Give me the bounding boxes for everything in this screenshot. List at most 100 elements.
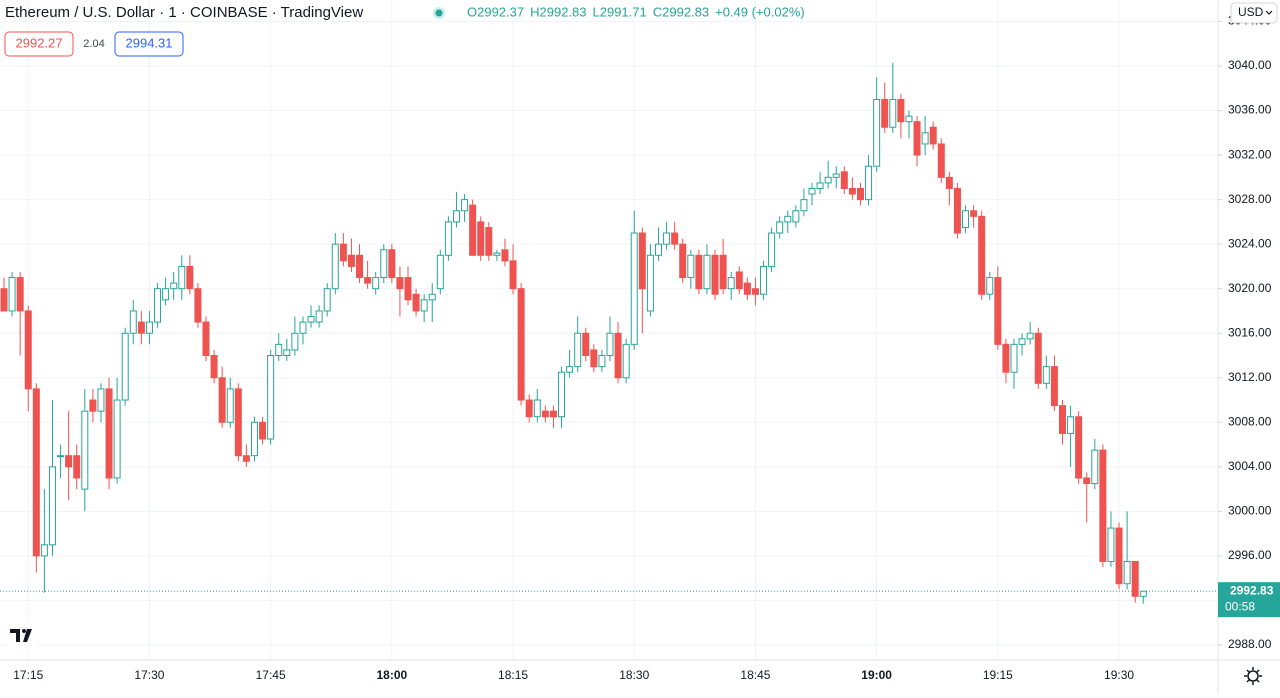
y-tick-label: 3008.00	[1228, 414, 1272, 428]
candle-body	[1042, 366, 1050, 384]
candle-body	[250, 421, 258, 457]
candle-body	[186, 265, 194, 290]
candle-body	[452, 210, 460, 223]
candle-body	[1107, 527, 1115, 562]
candle-body	[105, 388, 113, 479]
candle-body	[461, 199, 469, 212]
candle-body	[808, 187, 816, 195]
x-tick-label: 17:30	[134, 668, 164, 682]
gear-ring	[1247, 670, 1259, 682]
candle-body	[97, 388, 105, 412]
candle-body	[509, 260, 517, 290]
y-tick-label: 3016.00	[1228, 325, 1272, 339]
candle-body	[493, 252, 501, 256]
candle-body	[768, 232, 776, 267]
candle-body	[824, 176, 832, 184]
candle-body	[711, 254, 719, 295]
candle-body	[65, 455, 73, 468]
candle-body	[57, 455, 65, 458]
legend-value: L2991.71	[593, 4, 647, 19]
sell-box[interactable]	[4, 31, 74, 57]
candle-body	[16, 277, 24, 312]
currency-button[interactable]	[1230, 2, 1278, 24]
candle-body	[727, 277, 735, 290]
candle-body	[299, 321, 307, 334]
candle-body	[937, 143, 945, 178]
candle-body	[856, 187, 864, 201]
candles	[0, 62, 1147, 604]
candle-body	[121, 332, 129, 401]
candle-body	[137, 321, 145, 334]
candle-body	[1139, 590, 1147, 597]
candle-body	[994, 277, 1002, 345]
candle-body	[347, 254, 355, 267]
currency-label: USD	[1238, 5, 1264, 19]
buy-box[interactable]	[114, 31, 184, 57]
candle-body	[40, 544, 48, 557]
logo-bg	[5, 619, 39, 653]
candle-body	[905, 115, 913, 123]
x-tick-label: 18:00	[376, 668, 407, 682]
x-tick-label: 18:30	[619, 668, 649, 682]
sell-price: 2992.27	[16, 35, 63, 50]
settings-icon[interactable]	[1244, 667, 1262, 685]
candle-body	[81, 410, 89, 490]
last-price-label: 2992.83	[1230, 583, 1274, 597]
candle-body	[388, 249, 396, 279]
candle-body	[145, 321, 153, 334]
candle-body	[671, 232, 679, 245]
candle-body	[420, 299, 428, 312]
candle-body	[558, 371, 566, 418]
logo-dot	[22, 629, 26, 633]
candle-body	[1018, 338, 1026, 345]
candle-body	[364, 277, 372, 284]
candle-body	[590, 349, 598, 368]
y-tick-label: 3028.00	[1228, 192, 1272, 206]
x-tick-label: 17:15	[13, 668, 43, 682]
candle-body	[404, 277, 412, 301]
countdown: 00:58	[1225, 599, 1255, 613]
currency-caret	[1265, 10, 1273, 15]
x-tick-label: 17:45	[256, 668, 286, 682]
candle-body	[89, 399, 97, 412]
logo-mark	[10, 629, 32, 642]
candle-body	[210, 354, 218, 379]
candle-body	[1075, 416, 1083, 479]
candle-body	[533, 399, 541, 418]
candle-body	[784, 215, 792, 223]
candle-body	[986, 277, 994, 295]
candle-body	[574, 332, 582, 368]
candle-body	[218, 377, 226, 423]
x-tick-label: 19:00	[861, 668, 892, 682]
candle-body	[921, 132, 929, 145]
y-tick-label: 3012.00	[1228, 370, 1272, 384]
y-tick-label: 3004.00	[1228, 459, 1272, 473]
candle-body	[751, 288, 759, 295]
candle-body	[73, 455, 81, 479]
candle-body	[606, 332, 614, 356]
candle-body	[549, 410, 557, 418]
candle-body	[1050, 366, 1058, 407]
candle-body	[380, 249, 388, 279]
candle-body	[614, 332, 622, 379]
candle-body	[226, 388, 234, 423]
candle-body	[679, 243, 687, 279]
candle-body	[582, 332, 590, 356]
candle-body	[315, 310, 323, 323]
y-tick-label: 3040.00	[1228, 58, 1272, 72]
last-price-box	[1218, 582, 1280, 618]
legend-value: O2992.37	[467, 4, 524, 19]
candle-body	[24, 310, 32, 390]
y-tick-label: 3032.00	[1228, 147, 1272, 161]
status-dot	[435, 9, 443, 17]
candle-body	[663, 232, 671, 245]
candle-body	[234, 388, 242, 457]
candle-body	[291, 332, 299, 351]
candle-body	[598, 354, 606, 368]
candle-body	[953, 187, 961, 234]
candle-body	[1002, 343, 1010, 373]
grid	[0, 0, 1218, 660]
candle-body	[129, 310, 137, 334]
tv-logo	[5, 619, 39, 653]
